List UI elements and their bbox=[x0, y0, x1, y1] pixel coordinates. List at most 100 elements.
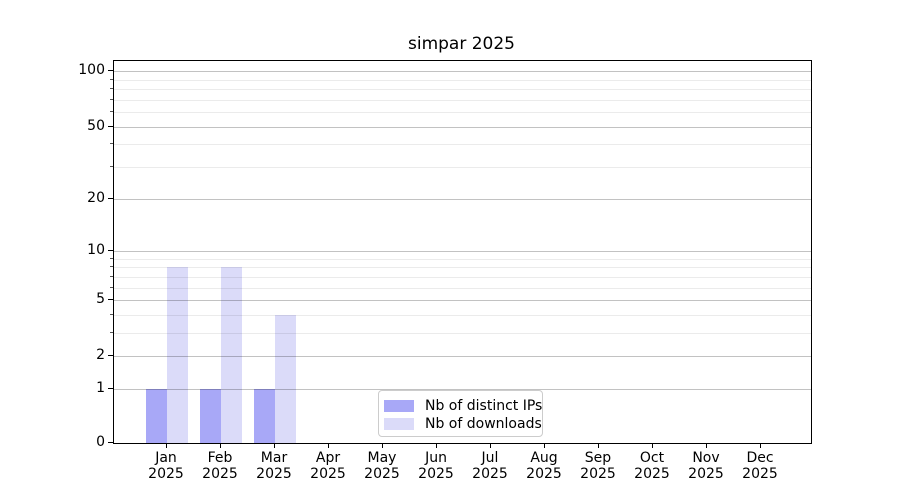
x-tick-label-jul-2025: Jul 2025 bbox=[458, 450, 522, 482]
bar-downloads-feb bbox=[221, 267, 242, 443]
bar-downloads-jan bbox=[167, 267, 188, 443]
y-tick-label-5: 5 bbox=[96, 291, 105, 308]
bar-downloads-mar bbox=[275, 314, 296, 443]
y-tick-mark-100 bbox=[108, 70, 113, 72]
x-tick-month: Jan bbox=[155, 450, 177, 466]
legend-row-distinct-ips: Nb of distinct IPs bbox=[384, 397, 542, 415]
legend-swatch-downloads bbox=[384, 418, 414, 430]
x-tick-mark-apr bbox=[328, 443, 329, 448]
legend-label-downloads: Nb of downloads bbox=[425, 416, 542, 432]
x-tick-mark-jan bbox=[166, 443, 167, 448]
x-tick-label-feb-2025: Feb 2025 bbox=[188, 450, 252, 482]
y-tick-mark-2 bbox=[108, 355, 113, 357]
x-tick-label-may-2025: May 2025 bbox=[350, 450, 414, 482]
x-tick-mark-oct bbox=[652, 443, 653, 448]
y-tick-mark-minor-30 bbox=[110, 165, 113, 167]
gridline-major-50 bbox=[114, 126, 811, 128]
x-tick-year: 2025 bbox=[526, 466, 562, 482]
gridline-minor-30 bbox=[114, 166, 811, 168]
y-tick-mark-minor-90 bbox=[110, 78, 113, 80]
plot-area bbox=[113, 60, 812, 444]
gridline-major-100 bbox=[114, 71, 811, 73]
legend-label-distinct-ips: Nb of distinct IPs bbox=[425, 398, 543, 414]
x-tick-label-aug-2025: Aug 2025 bbox=[512, 450, 576, 482]
y-tick-mark-1 bbox=[108, 388, 113, 390]
x-tick-year: 2025 bbox=[418, 466, 454, 482]
y-tick-mark-minor-9 bbox=[110, 257, 113, 259]
y-tick-label-10: 10 bbox=[87, 242, 105, 258]
x-tick-label-mar-2025: Mar 2025 bbox=[242, 450, 306, 482]
gridline-minor-9 bbox=[114, 258, 811, 260]
gridline-minor-80 bbox=[114, 89, 811, 91]
x-tick-label-apr-2025: Apr 2025 bbox=[296, 450, 360, 482]
gridline-minor-60 bbox=[114, 112, 811, 113]
x-tick-mark-jun bbox=[436, 443, 437, 448]
x-tick-year: 2025 bbox=[256, 466, 292, 482]
x-tick-label-dec-2025: Dec 2025 bbox=[728, 450, 792, 482]
x-tick-mark-sep bbox=[598, 443, 599, 448]
gridline-minor-90 bbox=[114, 79, 811, 81]
x-tick-year: 2025 bbox=[472, 466, 508, 482]
x-tick-label-nov-2025: Nov 2025 bbox=[674, 450, 738, 482]
x-tick-year: 2025 bbox=[202, 466, 238, 482]
x-tick-label-jan-2025: Jan 2025 bbox=[134, 450, 198, 482]
y-tick-label-50: 50 bbox=[87, 117, 105, 134]
x-tick-month: Apr bbox=[315, 450, 341, 466]
gridline-major-5 bbox=[114, 300, 811, 302]
x-tick-month: Sep bbox=[584, 450, 612, 466]
x-tick-mark-jul bbox=[490, 443, 491, 448]
gridline-minor-4 bbox=[114, 314, 811, 316]
y-tick-label-20: 20 bbox=[87, 189, 105, 206]
y-tick-mark-minor-7 bbox=[110, 275, 113, 277]
bar-distinct-ips-feb bbox=[200, 389, 221, 443]
x-tick-mark-aug bbox=[544, 443, 545, 448]
gridline-minor-8 bbox=[114, 267, 811, 269]
x-tick-mark-mar bbox=[274, 443, 275, 448]
x-tick-month: Jun bbox=[425, 450, 447, 466]
x-tick-mark-nov bbox=[706, 443, 707, 448]
x-tick-year: 2025 bbox=[688, 466, 724, 482]
x-tick-year: 2025 bbox=[634, 466, 670, 482]
gridline-major-20 bbox=[114, 198, 811, 200]
y-tick-mark-0 bbox=[108, 442, 113, 443]
y-tick-mark-minor-3 bbox=[110, 332, 113, 333]
x-tick-month: Dec bbox=[746, 450, 774, 466]
x-tick-month: Aug bbox=[530, 450, 558, 466]
x-tick-label-oct-2025: Oct 2025 bbox=[620, 450, 684, 482]
y-tick-mark-minor-70 bbox=[110, 98, 113, 100]
y-tick-mark-10 bbox=[108, 250, 113, 251]
x-tick-mark-may bbox=[382, 443, 383, 448]
y-tick-mark-minor-8 bbox=[110, 266, 113, 268]
x-tick-label-sep-2025: Sep 2025 bbox=[566, 450, 630, 482]
x-tick-year: 2025 bbox=[364, 466, 400, 482]
x-tick-year: 2025 bbox=[742, 466, 778, 482]
y-tick-label-2: 2 bbox=[96, 347, 105, 364]
gridline-major-1 bbox=[114, 389, 811, 391]
y-tick-mark-minor-6 bbox=[110, 286, 113, 288]
y-tick-mark-5 bbox=[108, 299, 113, 301]
x-tick-mark-feb bbox=[220, 443, 221, 448]
y-tick-label-0: 0 bbox=[96, 434, 105, 450]
x-tick-year: 2025 bbox=[310, 466, 346, 482]
bar-distinct-ips-jan bbox=[146, 389, 167, 443]
x-tick-month: Jul bbox=[481, 450, 499, 466]
gridline-major-10 bbox=[114, 251, 811, 252]
gridline-minor-6 bbox=[114, 287, 811, 289]
x-tick-month: Mar bbox=[260, 450, 288, 466]
x-tick-mark-dec bbox=[760, 443, 761, 448]
chart-title: simpar 2025 bbox=[407, 34, 515, 54]
bar-distinct-ips-mar bbox=[254, 389, 275, 443]
x-tick-year: 2025 bbox=[580, 466, 616, 482]
x-tick-label-jun-2025: Jun 2025 bbox=[404, 450, 468, 482]
y-tick-label-100: 100 bbox=[78, 62, 105, 79]
gridline-minor-7 bbox=[114, 276, 811, 278]
x-tick-month: Feb bbox=[207, 450, 233, 466]
legend-swatch-distinct-ips bbox=[384, 400, 414, 412]
y-tick-mark-minor-4 bbox=[110, 313, 113, 315]
y-tick-mark-minor-40 bbox=[110, 143, 113, 145]
y-tick-mark-minor-80 bbox=[110, 88, 113, 90]
legend: Nb of distinct IPs Nb of downloads bbox=[378, 390, 543, 437]
x-tick-year: 2025 bbox=[148, 466, 184, 482]
gridline-minor-70 bbox=[114, 99, 811, 101]
